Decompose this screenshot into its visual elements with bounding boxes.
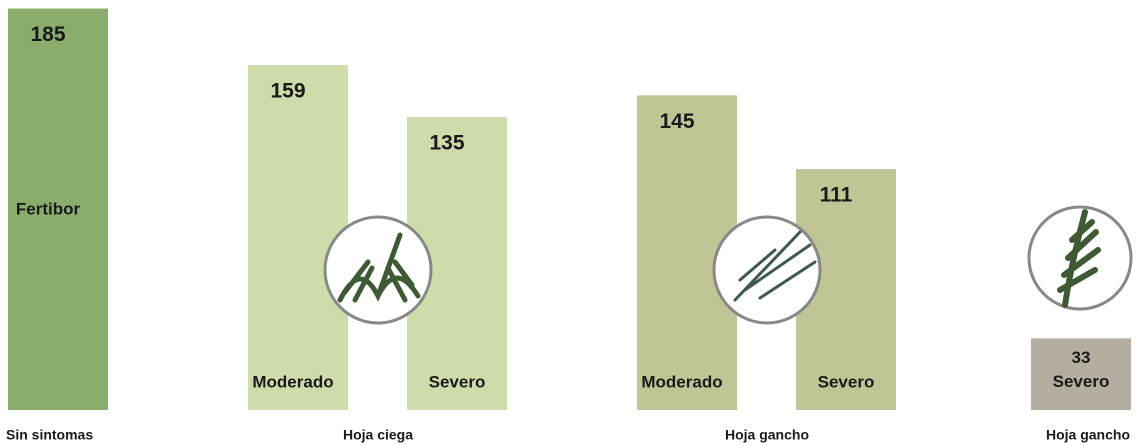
group-label: Sin sintomas: [6, 427, 93, 443]
value-label: 159: [270, 80, 305, 103]
bar-name: Severo: [818, 372, 875, 391]
group-label: Hoja gancho: [1046, 427, 1130, 443]
bar-name: Severo: [429, 372, 486, 391]
leaf-icon: [325, 217, 431, 323]
value-label: 185: [30, 23, 65, 46]
group-label: Hoja ciega: [343, 427, 413, 443]
bars: [8, 9, 1131, 410]
value-label: 145: [659, 110, 694, 133]
bar: [248, 65, 348, 410]
value-label: 135: [429, 132, 464, 155]
leaf-icon: [714, 217, 820, 323]
bar-name: Fertibor: [16, 199, 81, 218]
group-label: Hoja gancho: [725, 427, 809, 443]
chart: Sin sintomas 185 Fertibor Hoja ciega 159 Mode…: [0, 0, 1136, 446]
bar-name: Severo: [1053, 372, 1110, 391]
leaf-icon: [1029, 207, 1131, 309]
value-label: 111: [820, 184, 853, 207]
bar-name: Moderado: [641, 372, 722, 391]
bar-name: Moderado: [252, 372, 333, 391]
value-label: 33: [1072, 348, 1091, 367]
